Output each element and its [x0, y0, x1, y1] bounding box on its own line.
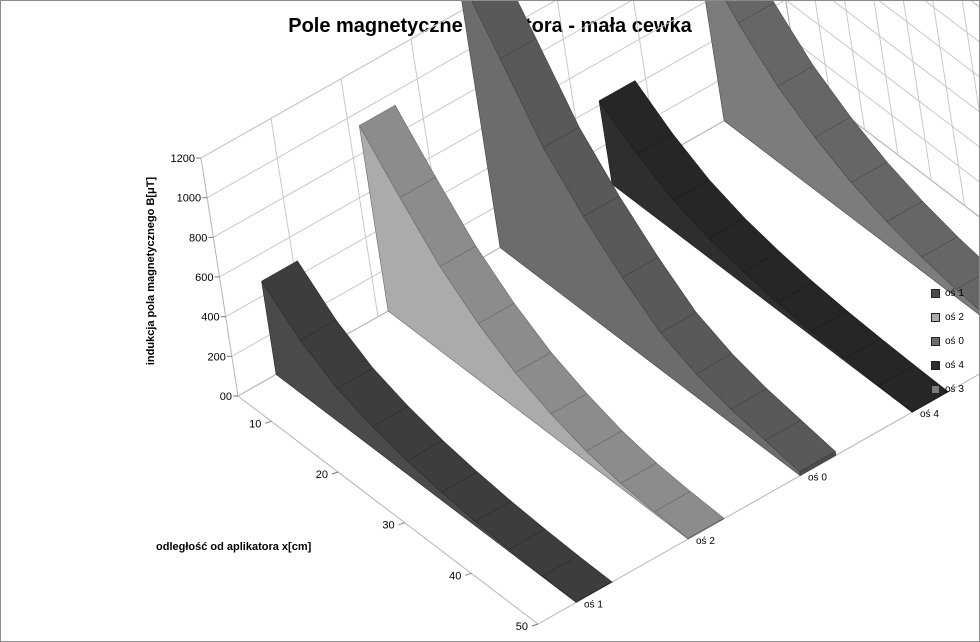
y-tick-label: 200 — [207, 351, 225, 363]
legend: oś 1 oś 2 oś 0 oś 4 oś 3 — [931, 281, 964, 401]
ribbon-front-face — [598, 100, 913, 413]
depth-gridline — [340, 78, 379, 317]
series-axis-label: oś 2 — [696, 536, 715, 547]
y-tick-label: 600 — [195, 272, 213, 284]
ribbon-front-face — [461, 1, 801, 477]
y-tick-label: 00 — [220, 391, 232, 403]
x-tick-label: 30 — [382, 520, 394, 532]
y-tick-label: 800 — [189, 232, 207, 244]
series-ribbon-1 — [261, 260, 613, 604]
series-ribbon-3 — [461, 1, 837, 477]
x-gridline — [932, 1, 966, 206]
x-gridline — [961, 1, 979, 113]
legend-item: oś 4 — [931, 353, 964, 377]
x-axis-label: odległość od aplikatora x[cm] — [156, 541, 312, 553]
legend-label: oś 3 — [945, 383, 964, 395]
ribbon-front-face — [705, 1, 979, 315]
legend-item: oś 3 — [931, 377, 964, 401]
x-gridline — [844, 1, 866, 130]
x-gridline — [902, 1, 932, 181]
x-tick — [531, 623, 539, 627]
ribbon-front-face — [359, 125, 689, 540]
series-axis-label: oś 1 — [584, 599, 603, 610]
x-gridline — [873, 1, 899, 156]
legend-swatch — [931, 288, 940, 298]
series-axis-label: oś 0 — [808, 473, 827, 484]
x-tick-label: 10 — [249, 418, 261, 430]
legend-swatch — [931, 336, 940, 346]
x-tick-label: 20 — [316, 469, 328, 481]
x-tick — [331, 471, 339, 475]
legend-swatch — [931, 312, 940, 322]
x-gridline — [814, 1, 832, 105]
legend-label: oś 2 — [945, 311, 964, 323]
legend-item: oś 2 — [931, 305, 964, 329]
x-tick — [465, 572, 472, 576]
y-gridline — [200, 1, 979, 159]
x-tick-label: 40 — [449, 570, 461, 582]
y-tick-label: 1000 — [177, 193, 201, 205]
series-ribbon-2 — [358, 104, 725, 540]
legend-item: oś 1 — [931, 281, 964, 305]
y-tick-label: 400 — [201, 312, 219, 324]
y-axis-label: indukcja pola magnetycznego B[μT] — [145, 176, 157, 366]
legend-label: oś 1 — [945, 287, 964, 299]
legend-swatch — [931, 360, 940, 370]
ribbon-front-face — [261, 281, 577, 604]
series-axis-label: oś 4 — [920, 409, 939, 420]
legend-item: oś 0 — [931, 329, 964, 353]
series-ribbon-4 — [598, 80, 949, 413]
series-ribbon-5 — [705, 1, 979, 315]
x-tick — [265, 420, 272, 424]
x-tick-label: 50 — [516, 621, 528, 633]
legend-swatch — [931, 384, 940, 394]
legend-label: oś 0 — [945, 335, 964, 347]
x-tick — [398, 522, 405, 526]
y-tick-label: 1200 — [171, 153, 195, 165]
legend-label: oś 4 — [945, 359, 964, 371]
